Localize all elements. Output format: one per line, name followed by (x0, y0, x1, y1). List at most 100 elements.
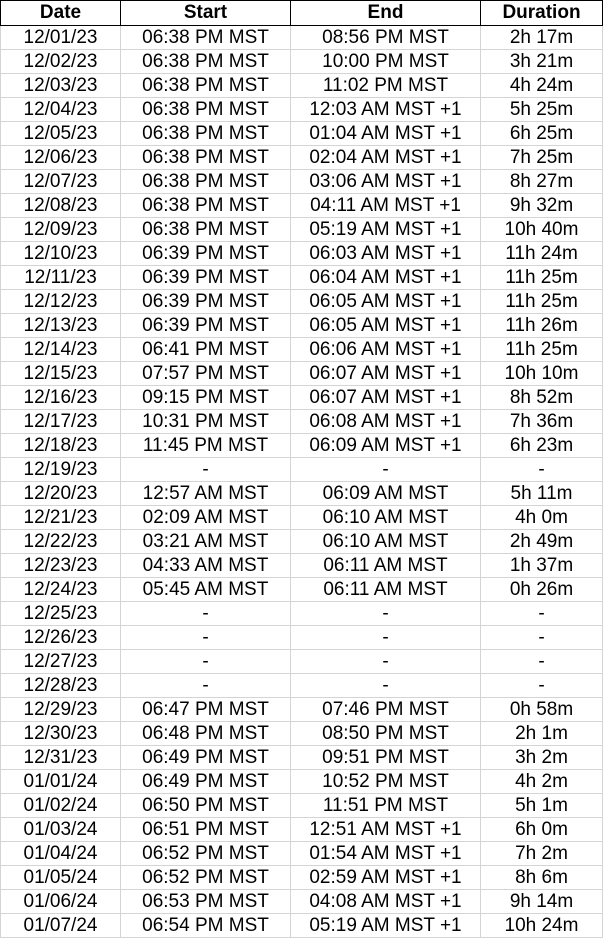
cell-start: 06:39 PM MST (120, 265, 291, 290)
cell-start: 06:38 PM MST (120, 217, 291, 242)
cell-duration: 2h 17m (480, 25, 603, 50)
cell-end: - (290, 457, 481, 482)
table-body: 12/01/23 06:38 PM MST 08:56 PM MST 2h 17m 12… (0, 25, 603, 938)
cell-start: 06:38 PM MST (120, 73, 291, 98)
table-row: 12/25/23- - - (0, 601, 603, 626)
cell-start: 10:31 PM MST (120, 409, 291, 434)
cell-end: 02:59 AM MST +1 (290, 865, 481, 890)
cell-duration: 6h 23m (480, 433, 603, 458)
cell-duration: 8h 52m (480, 385, 603, 410)
cell-end: 06:08 AM MST +1 (290, 409, 481, 434)
cell-end: 06:04 AM MST +1 (290, 265, 481, 290)
cell-duration: 10h 24m (480, 913, 603, 938)
cell-start: 12:57 AM MST (120, 481, 291, 506)
table-row: 12/11/23 06:39 PM MST 06:04 AM MST +1 11h 2… (0, 265, 603, 290)
cell-end: - (290, 649, 481, 674)
cell-start: 05:45 AM MST (120, 577, 291, 602)
table-row: 12/27/23- - - (0, 649, 603, 674)
cell-start: - (120, 457, 291, 482)
table-row: 12/14/23 06:41 PM MST 06:06 AM MST +1 11h 2… (0, 337, 603, 362)
cell-start: 06:52 PM MST (120, 841, 291, 866)
cell-end: 06:11 AM MST (290, 577, 481, 602)
cell-start: 06:38 PM MST (120, 49, 291, 74)
cell-date: 12/01/23 (0, 25, 121, 50)
table-row: 12/19/23- - - (0, 457, 603, 482)
table-row: 12/08/23 06:38 PM MST 04:11 AM MST +1 9h 32… (0, 193, 603, 218)
cell-start: 06:38 PM MST (120, 145, 291, 170)
cell-date: 01/06/24 (0, 889, 121, 914)
cell-start: 06:54 PM MST (120, 913, 291, 938)
cell-start: 06:49 PM MST (120, 745, 291, 770)
cell-date: 12/04/23 (0, 97, 121, 122)
cell-duration: 11h 24m (480, 241, 603, 266)
cell-start: - (120, 601, 291, 626)
cell-end: 06:03 AM MST +1 (290, 241, 481, 266)
cell-duration: - (480, 457, 603, 482)
table-row: 12/04/23 06:38 PM MST 12:03 AM MST +1 5h 25… (0, 97, 603, 122)
cell-end: 06:05 AM MST +1 (290, 289, 481, 314)
cell-date: 12/22/23 (0, 529, 121, 554)
header-date: Date (0, 0, 121, 26)
cell-start: 07:57 PM MST (120, 361, 291, 386)
cell-duration: 4h 2m (480, 769, 603, 794)
header-row: Date Start End Duration (0, 0, 603, 26)
cell-duration: 5h 25m (480, 97, 603, 122)
cell-start: 06:50 PM MST (120, 793, 291, 818)
cell-duration: - (480, 625, 603, 650)
cell-start: 06:47 PM MST (120, 697, 291, 722)
cell-duration: 11h 25m (480, 337, 603, 362)
cell-date: 01/04/24 (0, 841, 121, 866)
cell-duration: - (480, 601, 603, 626)
cell-end: 11:51 PM MST (290, 793, 481, 818)
table-row: 12/29/23 06:47 PM MST 07:46 PM MST 0h 58m (0, 697, 603, 722)
cell-duration: 1h 37m (480, 553, 603, 578)
cell-end: 04:08 AM MST +1 (290, 889, 481, 914)
cell-date: 12/12/23 (0, 289, 121, 314)
header-duration: Duration (480, 0, 603, 26)
cell-end: 08:56 PM MST (290, 25, 481, 50)
cell-date: 12/29/23 (0, 697, 121, 722)
table-row: 12/05/23 06:38 PM MST 01:04 AM MST +1 6h 25… (0, 121, 603, 146)
cell-date: 01/03/24 (0, 817, 121, 842)
cell-end: 11:02 PM MST (290, 73, 481, 98)
table-row: 12/30/23 06:48 PM MST 08:50 PM MST 2h 1m (0, 721, 603, 746)
cell-end: 03:06 AM MST +1 (290, 169, 481, 194)
cell-date: 12/06/23 (0, 145, 121, 170)
table-row: 01/04/24 06:52 PM MST 01:54 AM MST +1 7h 2m (0, 841, 603, 866)
table-row: 12/22/23 03:21 AM MST 06:10 AM MST 2h 49m (0, 529, 603, 554)
cell-date: 12/19/23 (0, 457, 121, 482)
cell-duration: 6h 0m (480, 817, 603, 842)
table-row: 12/13/23 06:39 PM MST 06:05 AM MST +1 11h 2… (0, 313, 603, 338)
table-row: 12/26/23- - - (0, 625, 603, 650)
cell-start: 06:39 PM MST (120, 241, 291, 266)
cell-duration: 11h 26m (480, 313, 603, 338)
cell-end: 10:00 PM MST (290, 49, 481, 74)
cell-start: 06:52 PM MST (120, 865, 291, 890)
cell-end: 01:54 AM MST +1 (290, 841, 481, 866)
cell-duration: - (480, 649, 603, 674)
cell-start: - (120, 625, 291, 650)
cell-duration: 10h 10m (480, 361, 603, 386)
cell-date: 12/03/23 (0, 73, 121, 98)
cell-end: 07:46 PM MST (290, 697, 481, 722)
table-row: 01/06/24 06:53 PM MST 04:08 AM MST +1 9h 14… (0, 889, 603, 914)
cell-start: 06:38 PM MST (120, 121, 291, 146)
cell-date: 01/05/24 (0, 865, 121, 890)
cell-end: 02:04 AM MST +1 (290, 145, 481, 170)
table-row: 12/07/23 06:38 PM MST 03:06 AM MST +1 8h 27… (0, 169, 603, 194)
cell-date: 12/11/23 (0, 265, 121, 290)
cell-end: 08:50 PM MST (290, 721, 481, 746)
cell-end: 06:05 AM MST +1 (290, 313, 481, 338)
cell-duration: 9h 32m (480, 193, 603, 218)
cell-duration: - (480, 673, 603, 698)
table-row: 12/01/23 06:38 PM MST 08:56 PM MST 2h 17m (0, 25, 603, 50)
cell-duration: 7h 36m (480, 409, 603, 434)
cell-duration: 0h 26m (480, 577, 603, 602)
cell-start: 06:53 PM MST (120, 889, 291, 914)
cell-start: 06:41 PM MST (120, 337, 291, 362)
cell-end: 09:51 PM MST (290, 745, 481, 770)
cell-start: - (120, 673, 291, 698)
cell-date: 12/10/23 (0, 241, 121, 266)
table-row: 12/02/23 06:38 PM MST 10:00 PM MST 3h 21m (0, 49, 603, 74)
cell-date: 12/16/23 (0, 385, 121, 410)
